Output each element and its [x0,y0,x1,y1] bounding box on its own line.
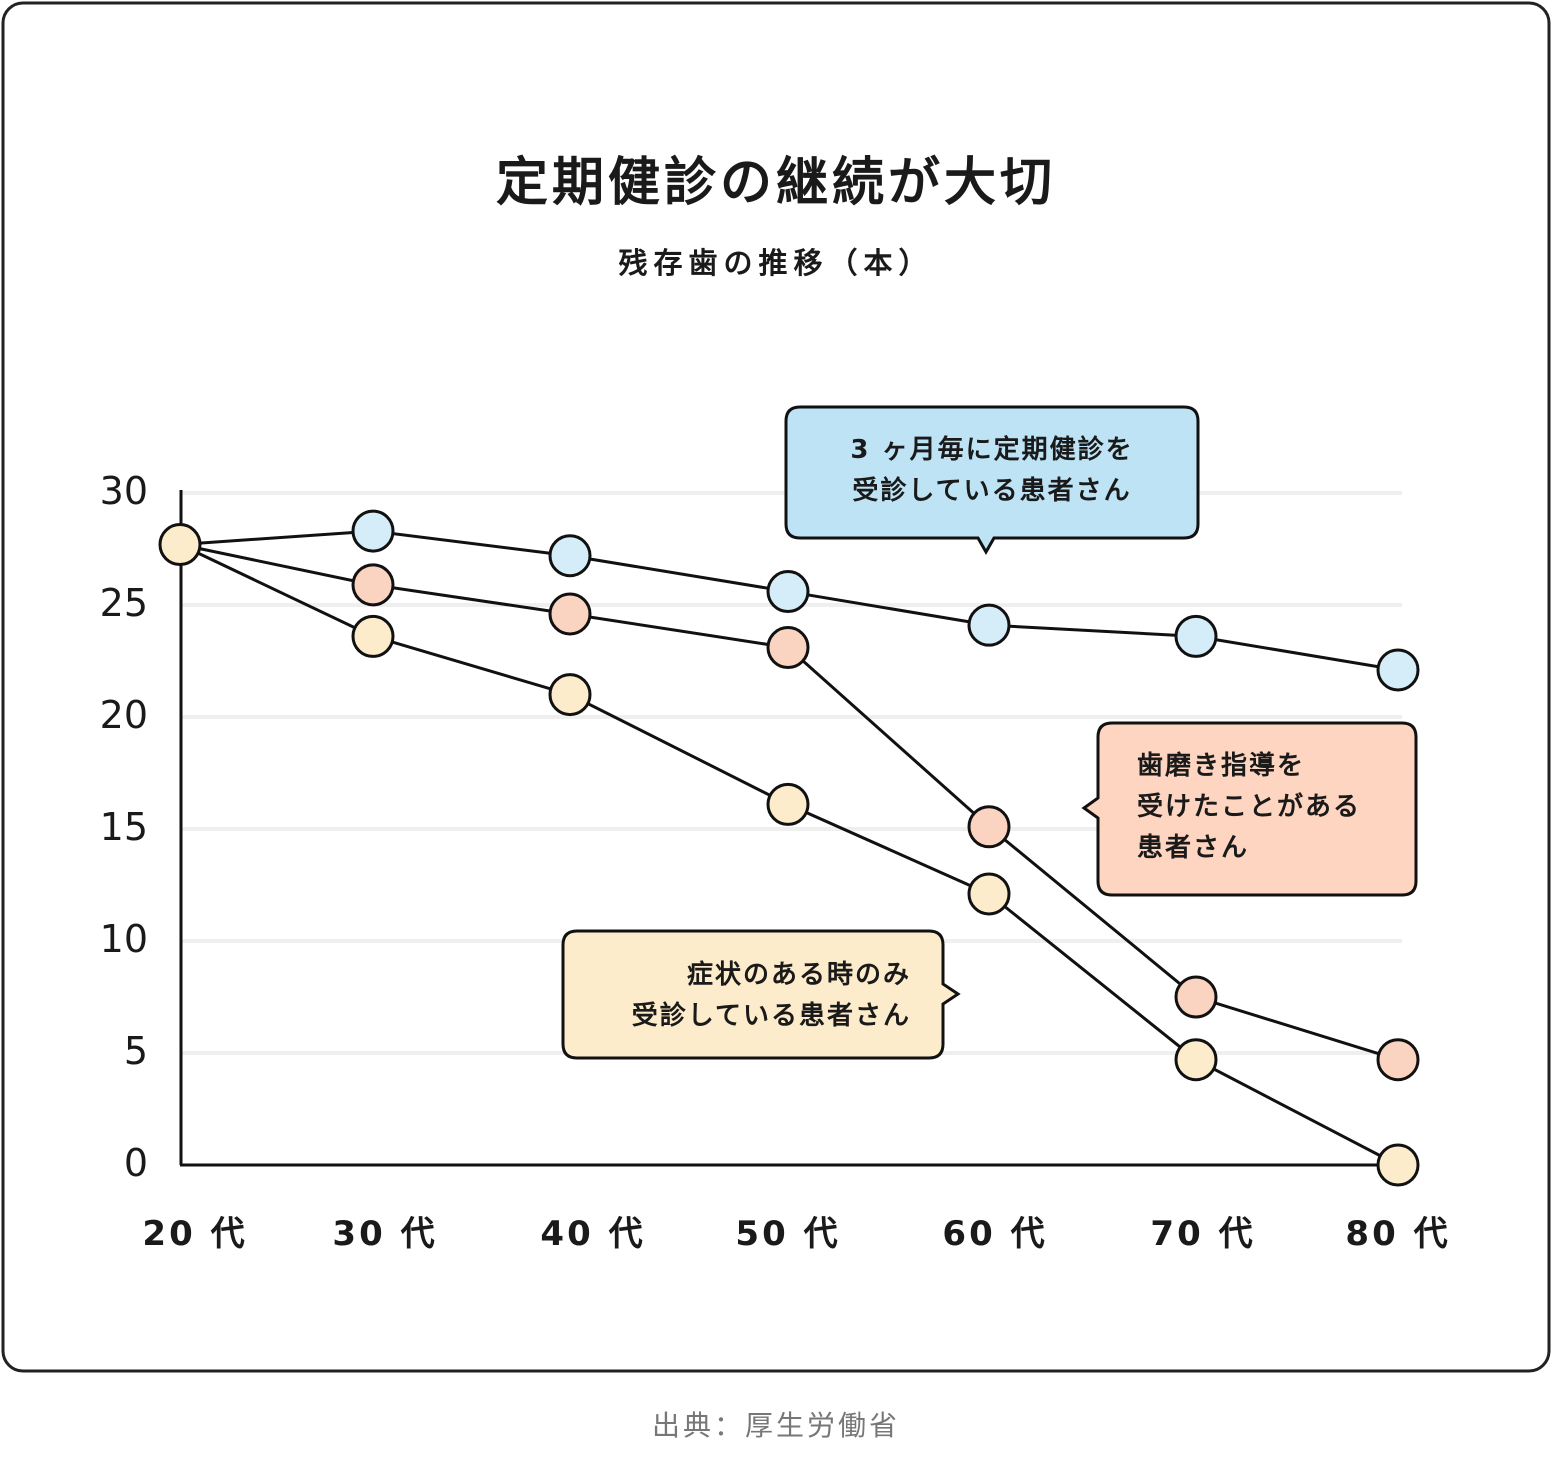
callout-box-symptom-only [561,929,961,1060]
data-point-1 [1376,1038,1420,1082]
y-tick-label: 25 [99,581,148,625]
callout-line: 患者さん [1137,833,1250,863]
data-point-2 [351,614,395,658]
y-tick-label: 5 [123,1029,148,1073]
callout-line: 受診している患者さん [631,1001,911,1031]
chart-title: 定期健診の継続が大切 [495,153,1056,213]
x-tick-label: 20 代 [142,1214,248,1254]
y-tick-label: 10 [99,917,148,961]
x-tick-label: 60 代 [942,1214,1048,1254]
x-tick-label: 40 代 [540,1214,646,1254]
callout-line: 受診している患者さん [852,476,1132,506]
callout-line: 受けたことがある [1137,792,1362,822]
x-tick-label: 80 代 [1345,1214,1451,1254]
data-point-2 [766,782,810,826]
callout-line: 歯磨き指導を [1137,751,1306,781]
source-note: 出典：厚生労働省 [651,1409,900,1442]
data-point-2 [158,523,202,567]
data-point-0 [1174,614,1218,658]
callout-line: 3 ヶ月毎に定期健診を [850,435,1134,465]
data-point-0 [1376,648,1420,692]
data-point-1 [351,563,395,607]
y-tick-label: 30 [99,469,148,513]
x-tick-label: 30 代 [332,1214,438,1254]
data-point-2 [548,673,592,717]
data-point-2 [967,872,1011,916]
y-tick-label: 0 [123,1141,148,1185]
data-point-0 [766,570,810,614]
callout-brushing-guidance: 歯磨き指導を 受けたことがある 患者さん [1137,746,1361,869]
callout-regular-checkup: 3 ヶ月毎に定期健診を 受診している患者さん [786,430,1198,512]
callout-box-brushing-guidance [1081,721,1418,897]
data-point-1 [967,805,1011,849]
data-point-0 [548,534,592,578]
frame [1,1,1551,1373]
data-point-2 [1376,1143,1420,1187]
callout-line: 症状のある時のみ [686,960,911,990]
callout-symptom-only: 症状のある時のみ 受診している患者さん [563,955,911,1037]
data-point-0 [967,603,1011,647]
data-point-1 [766,626,810,670]
data-point-1 [548,592,592,636]
x-tick-label: 50 代 [735,1214,841,1254]
callout-box-regular-checkup [784,405,1200,556]
data-point-1 [1174,975,1218,1019]
y-tick-label: 15 [99,805,148,849]
data-point-2 [1174,1038,1218,1082]
chart-subtitle: 残存歯の推移（本） [618,246,934,280]
data-point-0 [351,509,395,553]
y-tick-label: 20 [99,693,148,737]
x-tick-label: 70 代 [1150,1214,1256,1254]
